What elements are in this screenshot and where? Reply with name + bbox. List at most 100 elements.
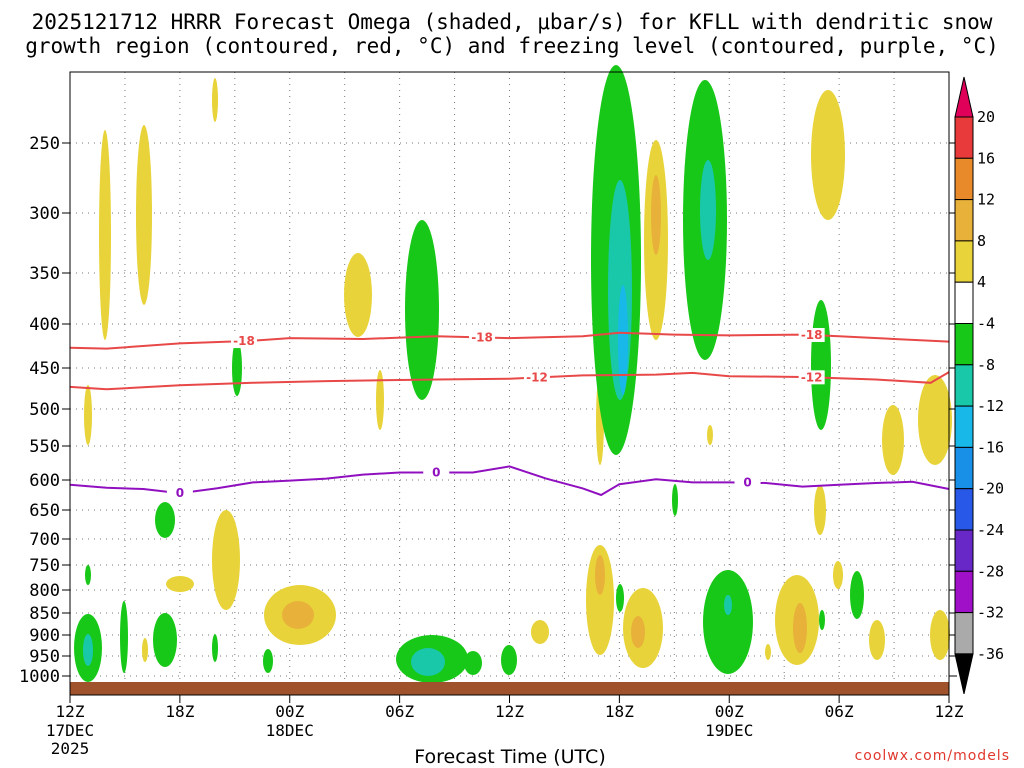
omega-negative-area	[153, 613, 177, 667]
omega-negative-area	[672, 484, 678, 516]
y-tick-label: 700	[29, 530, 60, 550]
colorbar-segment	[954, 364, 974, 407]
omega-negative-area	[811, 300, 831, 430]
freezing-level-contour	[69, 465, 950, 497]
omega-negative-area	[411, 648, 445, 676]
y-tick-label: 450	[29, 359, 60, 379]
y-tick-label: 550	[29, 437, 60, 457]
colorbar-label: -4	[977, 315, 995, 333]
contour-label: 0	[176, 486, 184, 500]
colorbar-segment	[954, 529, 974, 572]
x-tick-label: 12Z	[495, 702, 524, 721]
colorbar-segment	[954, 199, 974, 242]
omega-positive-area	[918, 375, 952, 465]
omega-positive-area	[765, 644, 771, 660]
y-tick-label: 250	[29, 134, 60, 154]
omega-negative-area	[850, 571, 864, 619]
omega-negative-area	[120, 601, 128, 673]
contour-label: -12	[526, 370, 548, 384]
x-tick-label: 12Z	[935, 702, 964, 721]
dgz-minus12-contour	[69, 371, 950, 391]
contour-label-background	[469, 330, 496, 345]
y-tick-label: 900	[29, 626, 60, 646]
y-tick-label: 850	[29, 604, 60, 624]
colorbar-label: 4	[977, 273, 986, 291]
contour-label: -18	[233, 334, 255, 348]
omega-positive-area	[586, 545, 614, 655]
y-tick-label: 600	[29, 471, 60, 491]
contour-label-background	[230, 334, 257, 349]
omega-positive-area	[166, 576, 194, 592]
contour-label-background	[423, 465, 450, 480]
x-tick-label: 00Z	[715, 702, 744, 721]
omega-negative-area	[405, 220, 439, 400]
contour-lines: -18 -18 -18 -12 -12 0 0 0	[69, 328, 950, 501]
omega-positive-area	[531, 620, 549, 644]
x-axis-title: Forecast Time (UTC)	[414, 746, 606, 768]
colorbar-label: -32	[977, 604, 1004, 622]
omega-positive-area	[99, 130, 111, 340]
omega-negative-area	[263, 649, 273, 673]
colorbar-label: 16	[977, 149, 995, 167]
omega-positive-area	[651, 175, 661, 255]
x-tick-label: 06Z	[385, 702, 414, 721]
omega-negative-area	[232, 340, 242, 396]
omega-positive-area	[793, 603, 807, 653]
colorbar: 20 16 12 8 4 -4 -8 -12 -16 -20 -24 -28 -32 -36	[954, 76, 1004, 695]
y-tick-label: 650	[29, 501, 60, 521]
colorbar-label: 12	[977, 191, 995, 209]
colorbar-segment	[954, 570, 974, 614]
y-tick-label: 800	[29, 581, 60, 601]
contour-label-background	[523, 370, 550, 385]
contour-label: -18	[471, 330, 493, 344]
x-tick-label: 06Z	[825, 702, 854, 721]
omega-positive-area	[282, 601, 314, 629]
colorbar-segment	[954, 240, 974, 283]
contour-label: 0	[743, 476, 751, 490]
colorbar-label: 8	[977, 232, 986, 250]
omega-negative-area	[703, 570, 753, 674]
omega-positive-area	[376, 370, 384, 430]
y-tick-label: 950	[29, 647, 60, 667]
x-tick-date-label: 18DEC	[266, 721, 314, 740]
colorbar-label: -12	[977, 397, 1004, 415]
omega-positive-area	[212, 510, 240, 610]
colorbar-label: -8	[977, 356, 995, 374]
colorbar-segment	[954, 281, 974, 325]
x-tick-label: 18Z	[165, 702, 194, 721]
omega-positive-area	[142, 638, 148, 662]
y-tick-label: 400	[29, 315, 60, 335]
colorbar-label: 20	[977, 108, 995, 126]
omega-positive-area	[344, 253, 372, 337]
omega-negative-area	[616, 584, 624, 612]
omega-shading	[74, 65, 952, 683]
omega-positive-area	[811, 90, 845, 220]
omega-positive-area	[707, 425, 713, 445]
omega-negative-area	[212, 634, 218, 662]
omega-negative-area	[819, 610, 825, 630]
contour-label-background	[734, 475, 761, 490]
colorbar-label: -28	[977, 562, 1004, 580]
x-tick-label: 12Z	[56, 702, 85, 721]
colorbar-segment	[954, 612, 974, 655]
colorbar-segment	[954, 116, 974, 159]
colorbar-segment	[954, 405, 974, 448]
omega-negative-area	[700, 160, 716, 260]
colorbar-segment	[954, 488, 974, 531]
omega-negative-area	[618, 285, 628, 395]
chart-title-line2: growth region (contoured, red, °C) and f…	[25, 34, 999, 58]
contour-label: -12	[801, 370, 823, 384]
x-tick-label: 00Z	[275, 702, 304, 721]
omega-positive-area	[869, 620, 885, 660]
colorbar-label: -36	[977, 645, 1004, 663]
colorbar-label: -20	[977, 480, 1004, 498]
omega-negative-area	[724, 595, 732, 615]
y-tick-label: 1000	[19, 667, 60, 687]
contour-label: -18	[801, 328, 823, 342]
x-tick-label: 18Z	[605, 702, 634, 721]
omega-positive-area	[930, 610, 950, 660]
y-tick-label: 300	[29, 204, 60, 224]
colorbar-bottom-arrow	[954, 653, 974, 695]
